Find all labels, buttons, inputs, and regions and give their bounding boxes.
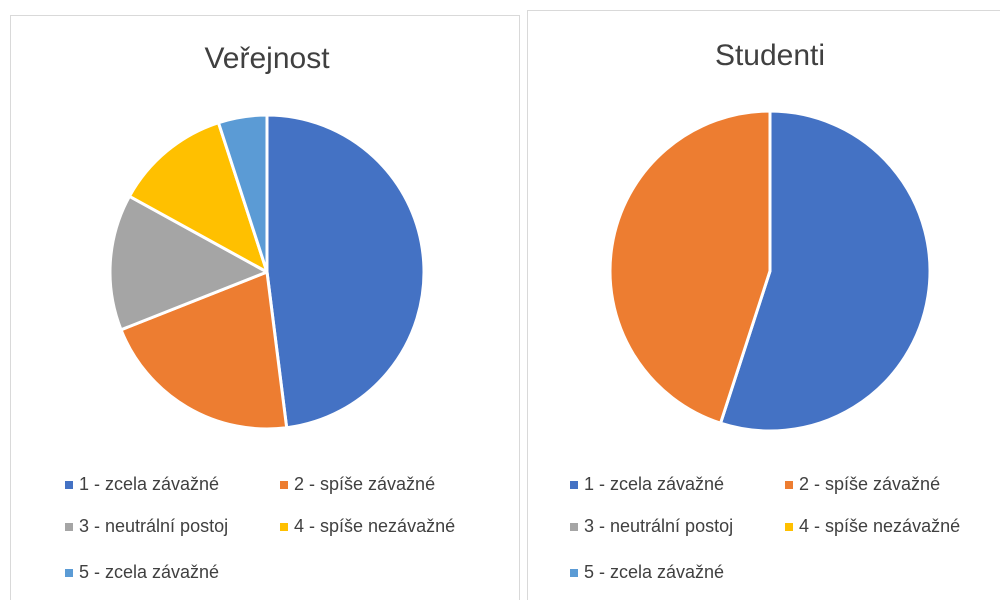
legend-swatch	[65, 481, 73, 489]
pie-slice	[265, 113, 426, 430]
legend-swatch	[570, 569, 578, 577]
pie-slice	[127, 121, 269, 274]
legend-swatch	[280, 523, 288, 531]
legend-swatch	[65, 569, 73, 577]
pie-slice	[216, 113, 269, 274]
pie-slice	[119, 270, 289, 431]
legend-swatch	[785, 481, 793, 489]
legend-label: 1 - zcela závažné	[584, 474, 724, 494]
legend-swatch	[280, 481, 288, 489]
legend-label: 1 - zcela závažné	[79, 474, 219, 494]
legend-swatch	[570, 481, 578, 489]
legend-label: 5 - zcela závažné	[79, 562, 219, 582]
legend-label: 4 - spíše nezávažné	[799, 516, 960, 536]
legend-label: 5 - zcela závažné	[584, 562, 724, 582]
pie-slice	[719, 109, 932, 433]
chart-title: Veřejnost	[204, 42, 330, 75]
legend-label: 3 - neutrální postoj	[79, 516, 228, 536]
chart-title: Studenti	[715, 39, 825, 72]
legend-label: 4 - spíše nezávažné	[294, 516, 455, 536]
legend-swatch	[785, 523, 793, 531]
legend-label: 2 - spíše závažné	[799, 474, 940, 494]
legend-swatch	[65, 523, 73, 531]
legend-label: 2 - spíše závažné	[294, 474, 435, 494]
legend-swatch	[570, 523, 578, 531]
legend-label: 3 - neutrální postoj	[584, 516, 733, 536]
pie-slice	[108, 194, 269, 332]
pie-slice	[608, 109, 772, 425]
